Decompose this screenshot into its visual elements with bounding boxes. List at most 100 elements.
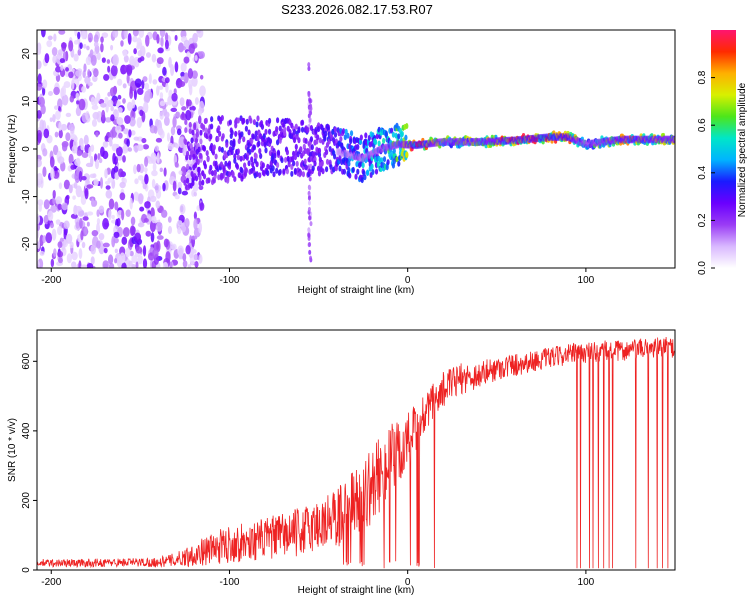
heatmap-track-cell (382, 137, 386, 144)
heatmap-noise-cell (68, 71, 74, 79)
heatmap-noise-cell (111, 214, 115, 220)
heatmap-track-cell (227, 171, 232, 178)
heatmap-artifact-cell (308, 117, 312, 123)
heatmap-noise-cell (54, 131, 59, 138)
heatmap-noise-cell (184, 218, 190, 228)
heatmap-noise-cell (74, 30, 78, 37)
heatmap-noise-cell (37, 132, 42, 144)
heatmap-track-cell (199, 152, 203, 159)
heatmap-track-cell (255, 171, 259, 178)
heatmap-noise-cell (137, 222, 145, 228)
heatmap-noise-cell (110, 114, 115, 122)
heatmap-noise-cell (110, 64, 118, 77)
heatmap-track-cell (227, 160, 232, 167)
heatmap-noise-cell (83, 43, 87, 49)
heatmap-track-cell (247, 129, 251, 136)
heatmap-noise-cell (65, 194, 70, 200)
heatmap-noise-cell (52, 114, 56, 123)
colorbar-tick-label: 0.6 (697, 118, 708, 132)
heatmap-noise-cell (75, 92, 80, 100)
heatmap-track-cell (196, 158, 200, 165)
heatmap-noise-cell (87, 82, 93, 87)
heatmap-noise-cell (58, 257, 63, 264)
heatmap-noise-cell (161, 209, 168, 218)
y-tick-label: -20 (21, 237, 32, 252)
heatmap-noise-cell (142, 245, 147, 257)
heatmap-noise-cell (185, 245, 191, 255)
heatmap-noise-cell (113, 165, 119, 173)
heatmap-noise-cell (86, 221, 90, 227)
heatmap-noise-cell (164, 32, 169, 42)
heatmap-noise-cell (115, 143, 120, 148)
heatmap-track-cell (202, 124, 206, 131)
heatmap-noise-cell (119, 192, 126, 201)
heatmap-track-cell (346, 132, 350, 139)
heatmap-noise-cell (178, 247, 184, 259)
heatmap-noise-cell (169, 261, 173, 268)
heatmap-track-cell (234, 122, 238, 129)
heatmap-track-cell (262, 133, 266, 140)
heatmap-artifact-cell (308, 185, 312, 191)
heatmap-noise-cell (170, 126, 176, 136)
heatmap-noise-cell (81, 30, 87, 40)
heatmap-noise-cell (121, 146, 129, 154)
heatmap-noise-cell (164, 77, 170, 84)
heatmap-noise-cell (167, 95, 173, 106)
colorbar-tick-label: 0.8 (697, 70, 708, 84)
heatmap-noise-cell (90, 144, 95, 152)
heatmap-noise-cell (81, 175, 87, 181)
heatmap-noise-cell (129, 117, 136, 127)
heatmap-noise-cell (142, 182, 147, 190)
heatmap-noise-cell (53, 86, 60, 96)
heatmap-track-cell (292, 160, 296, 167)
heatmap-noise-cell (138, 193, 144, 205)
heatmap-noise-cell (74, 159, 81, 167)
heatmap-noise-cell (105, 117, 112, 123)
heatmap-noise-cell (151, 170, 158, 177)
heatmap-track-cell (184, 119, 188, 126)
heatmap-track-cell (347, 167, 351, 174)
heatmap-noise-cell (96, 92, 101, 102)
heatmap-noise-cell (37, 213, 41, 225)
heatmap-noise-cell (142, 144, 150, 150)
heatmap-noise-cell (123, 30, 128, 39)
heatmap-noise-cell (137, 175, 144, 181)
heatmap-noise-cell (78, 170, 83, 182)
heatmap-noise-cell (143, 167, 148, 173)
x-tick-label: 0 (405, 275, 411, 286)
heatmap-noise-cell (58, 30, 66, 35)
heatmap-track-cell (377, 140, 381, 147)
heatmap-noise-cell (148, 73, 152, 85)
heatmap-noise-cell (181, 190, 189, 196)
heatmap-track-cell (250, 137, 254, 144)
heatmap-noise-cell (102, 260, 109, 268)
heatmap-track-cell (297, 137, 301, 144)
heatmap-noise-cell (193, 218, 198, 231)
spectrogram-y-label: Frequency (Hz) (7, 115, 18, 184)
heatmap-noise-cell (81, 241, 86, 249)
heatmap-track-cell (188, 121, 192, 128)
heatmap-noise-cell (90, 256, 95, 265)
heatmap-artifact-cell (307, 206, 311, 212)
heatmap-track-cell (282, 168, 286, 175)
heatmap-noise-cell (63, 179, 70, 190)
heatmap-track-cell (304, 164, 308, 171)
heatmap-noise-cell (126, 138, 130, 147)
heatmap-track-cell (202, 145, 207, 152)
heatmap-track-cell (249, 117, 253, 124)
heatmap-track-cell (197, 166, 201, 173)
heatmap-noise-cell (43, 199, 50, 210)
heatmap-track-cell (300, 119, 305, 126)
heatmap-track-cell (384, 130, 388, 137)
heatmap-track-cell (259, 153, 263, 160)
heatmap-noise-cell (66, 253, 72, 264)
heatmap-noise-cell (60, 161, 66, 172)
heatmap-noise-cell (141, 79, 145, 90)
heatmap-noise-cell (61, 85, 67, 97)
heatmap-artifact-cell (308, 105, 312, 111)
x-tick-label: 100 (578, 577, 595, 588)
heatmap-noise-cell (197, 115, 202, 124)
heatmap-noise-cell (95, 131, 99, 138)
heatmap-noise-cell (156, 33, 160, 44)
